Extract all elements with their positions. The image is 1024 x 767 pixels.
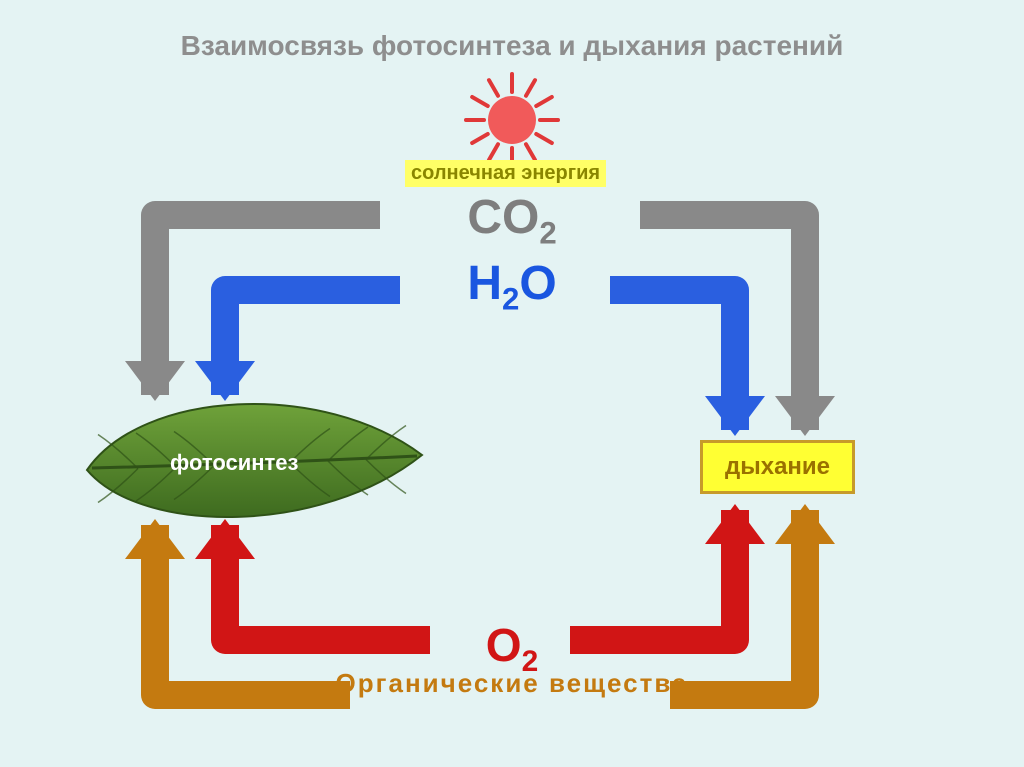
sun-energy-label: солнечная энергия <box>405 160 606 187</box>
h2o-formula: H2O <box>0 256 1024 318</box>
photosynthesis-label: фотосинтез <box>170 450 298 476</box>
organics-label: Органические вещества <box>0 668 1024 699</box>
page-title: Взаимосвязь фотосинтеза и дыхания растен… <box>0 30 1024 62</box>
co2-formula: CO2 <box>0 190 1024 252</box>
respiration-box: дыхание <box>700 440 855 494</box>
